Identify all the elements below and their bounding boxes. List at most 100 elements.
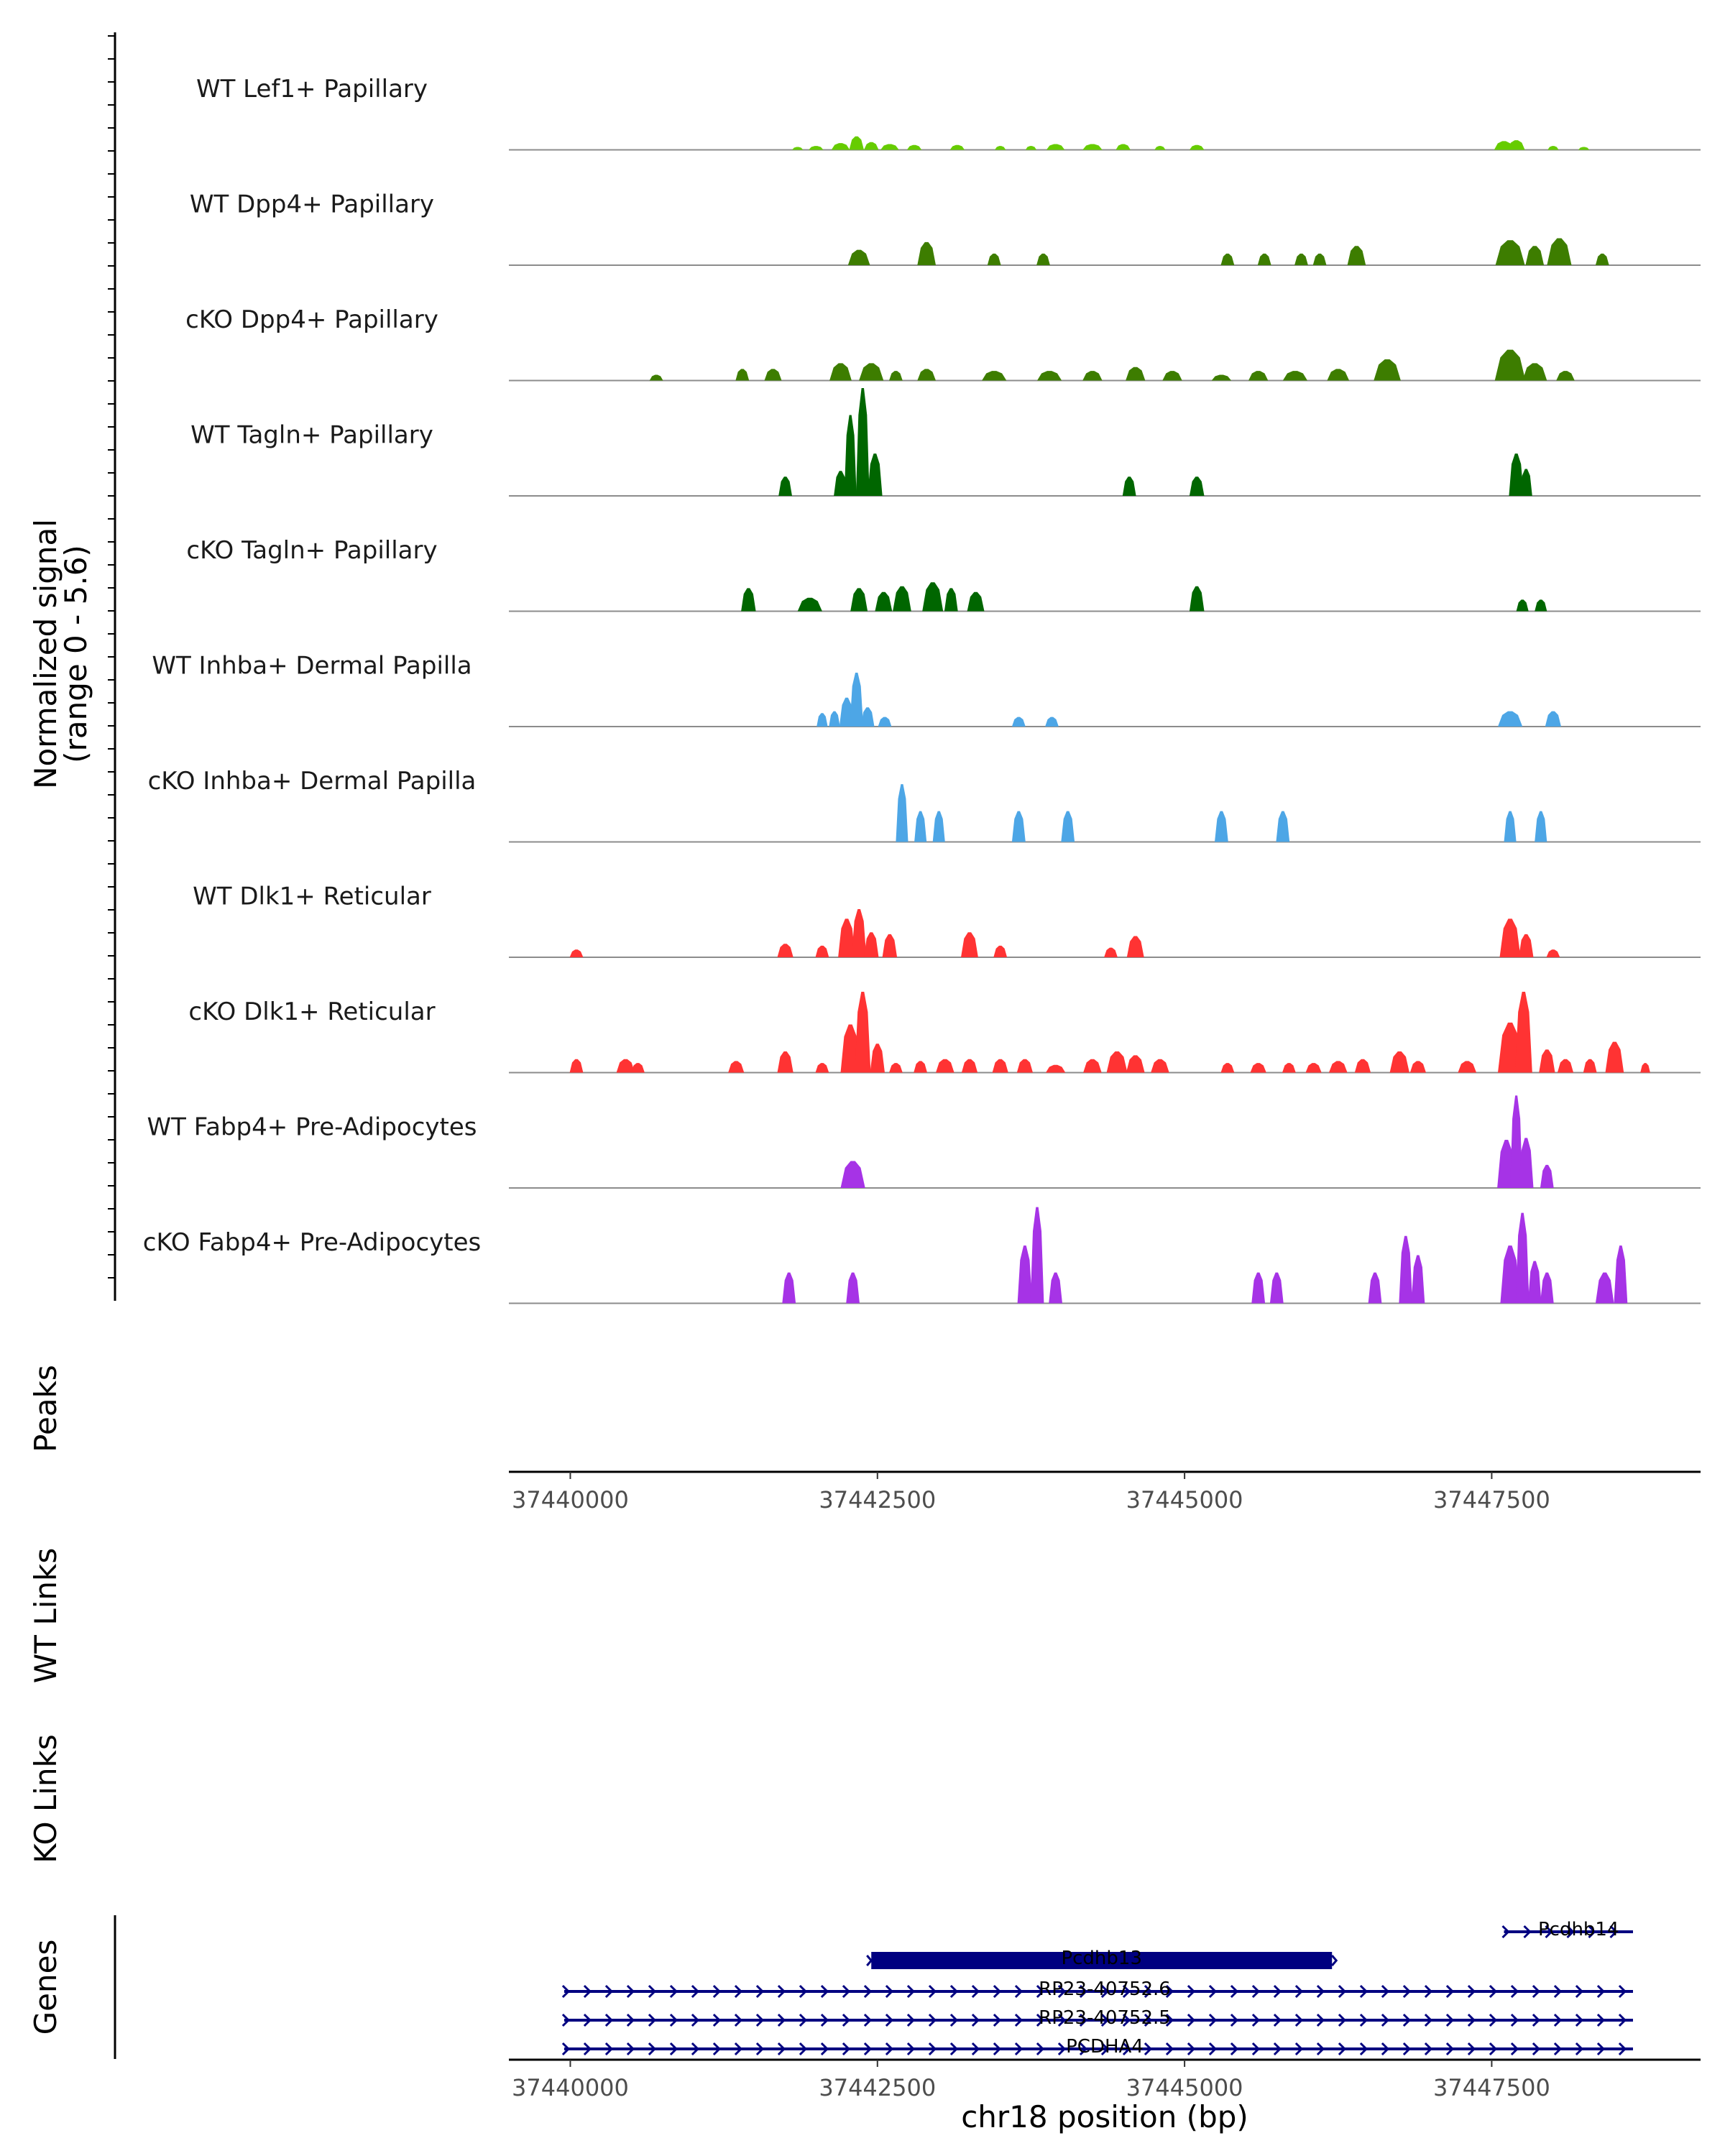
gene-strand-arrow xyxy=(1402,1984,1412,1999)
gene-strand-arrow xyxy=(799,2042,808,2056)
gene-strand-arrow xyxy=(820,2013,829,2027)
gene-strand-arrow xyxy=(604,1984,614,1999)
coverage-peak xyxy=(831,143,850,150)
gene-strand-arrow xyxy=(648,1984,657,1999)
gene-strand-arrow xyxy=(1251,1984,1261,1999)
gene-strand-arrow xyxy=(734,1984,743,1999)
gene-strand-arrow xyxy=(1381,2013,1390,2027)
gene-strand-arrow xyxy=(691,1984,700,1999)
coverage-peak xyxy=(1030,1207,1044,1304)
coverage-peak xyxy=(1046,144,1065,150)
coverage-peak xyxy=(1535,599,1547,612)
coverage-peak xyxy=(1045,717,1059,727)
coverage-peak xyxy=(1036,253,1050,265)
gene-strand-arrow xyxy=(863,1984,873,1999)
coverage-peak xyxy=(855,388,870,496)
coverage-peak xyxy=(889,1063,903,1073)
coverage-peak xyxy=(778,476,792,496)
coverage-peak xyxy=(961,932,978,957)
peaks-track-label: Peaks xyxy=(28,1365,63,1452)
position-x-ticks: 37440000 37442500 37445000 37447500 xyxy=(512,1472,1550,1514)
ko-links-label: KO Links xyxy=(28,1734,63,1864)
gene-strand-arrow xyxy=(1381,2042,1390,2056)
coverage-peak xyxy=(1498,711,1523,727)
gene-strand-arrow xyxy=(971,2042,980,2056)
coverage-peak xyxy=(1557,1059,1574,1073)
coverage-peak xyxy=(993,945,1008,957)
gene-strand-arrow xyxy=(1144,1984,1153,1999)
gene-strand-arrow xyxy=(561,1984,571,1999)
gene-strand-arrow xyxy=(712,1984,722,1999)
gene-strand-arrow xyxy=(1402,2042,1412,2056)
gene-label: Pcdhb13 xyxy=(1061,1948,1142,1969)
gene-strand-arrow xyxy=(1445,1984,1455,1999)
x-tick-label: 37442500 xyxy=(819,1486,936,1514)
gene-strand-arrow xyxy=(1532,1984,1541,1999)
gene-strand-arrow xyxy=(1501,1925,1510,1939)
coverage-peak xyxy=(569,949,584,957)
x-tick-label: 37447500 xyxy=(1433,2074,1550,2101)
coverage-peak xyxy=(777,944,794,957)
gene-strand-arrow xyxy=(1553,2013,1563,2027)
coverage-peak xyxy=(838,918,855,957)
coverage-peak xyxy=(855,992,871,1073)
gene-strand-arrow xyxy=(691,2042,700,2056)
coverage-peak xyxy=(1011,811,1026,842)
coverage-peak xyxy=(1515,1212,1530,1304)
coverage-peak xyxy=(735,369,750,381)
coverage-peak xyxy=(1126,936,1144,957)
track-label: WT Dpp4+ Papillary xyxy=(190,190,434,219)
coverage-track: WT Dpp4+ Papillary xyxy=(190,190,1701,266)
coverage-y-ticks xyxy=(108,35,115,1279)
gene-strand-arrow xyxy=(949,2013,959,2027)
gene-strand-arrow xyxy=(928,2042,937,2056)
coverage-peak xyxy=(1282,1063,1296,1073)
coverage-peak xyxy=(844,415,857,496)
coverage-peak xyxy=(864,142,879,150)
gene-models: Pcdhb14 Pcdhb13 RP23-40752.6 RP23-40752.5 PC… xyxy=(561,1919,1633,2058)
coverage-peak xyxy=(1248,371,1269,381)
gene-strand-arrow xyxy=(1566,1925,1575,1939)
gene-strand-arrow xyxy=(648,2013,657,2027)
gene-strand-arrow xyxy=(1445,2013,1455,2027)
gene-strand-arrow xyxy=(1251,2042,1261,2056)
gene-strand-arrow xyxy=(971,1984,980,1999)
gene-strand-arrow xyxy=(1532,2042,1541,2056)
gene-strand-arrow xyxy=(1014,1984,1024,1999)
gene-strand-arrow xyxy=(1273,2013,1282,2027)
gene-label: PCDHA4 xyxy=(1066,2036,1144,2058)
coverage-track: cKO Dpp4+ Papillary xyxy=(185,305,1701,382)
coverage-track: cKO Fabp4+ Pre-Adipocytes xyxy=(143,1207,1701,1304)
coverage-peak xyxy=(864,932,879,957)
coverage-peak xyxy=(1037,371,1062,381)
coverage-peak xyxy=(944,588,958,612)
gene-strand-arrow xyxy=(971,2013,980,2027)
coverage-track: WT Inhba+ Dermal Papilla xyxy=(152,652,1701,727)
coverage-y-label: Normalized signal xyxy=(28,519,63,789)
gene-strand-arrow xyxy=(993,2013,1002,2027)
gene-strand-arrow xyxy=(561,2013,571,2027)
coverage-peak xyxy=(1374,359,1401,381)
gene-strand-arrow xyxy=(1165,1984,1174,1999)
gene-strand-arrow xyxy=(1057,1984,1067,1999)
track-label: WT Fabp4+ Pre-Adipocytes xyxy=(147,1113,477,1142)
coverage-peak xyxy=(1189,586,1205,612)
gene-strand-arrow xyxy=(949,1984,959,1999)
coverage-peak xyxy=(1499,918,1521,957)
gene-strand-arrow xyxy=(1273,2042,1282,2056)
coverage-peak xyxy=(1525,246,1545,265)
coverage-peak xyxy=(1049,1272,1062,1304)
coverage-peak xyxy=(1017,1245,1033,1304)
gene-strand-arrow xyxy=(755,2013,765,2027)
coverage-peak xyxy=(849,136,864,150)
coverage-peak xyxy=(1082,371,1103,381)
genes-x-ticks: 37440000 37442500 37445000 37447500 xyxy=(512,2060,1550,2101)
coverage-peak xyxy=(649,374,663,381)
gene-strand-arrow xyxy=(1208,2042,1218,2056)
gene-strand-arrow xyxy=(1489,1984,1498,1999)
track-label: WT Inhba+ Dermal Papilla xyxy=(152,652,472,681)
gene-strand-arrow xyxy=(583,1984,592,1999)
genes-track-label: Genes xyxy=(28,1940,63,2035)
gene-strand-arrow xyxy=(799,2013,808,2027)
gene-strand-arrow xyxy=(1316,2042,1325,2056)
